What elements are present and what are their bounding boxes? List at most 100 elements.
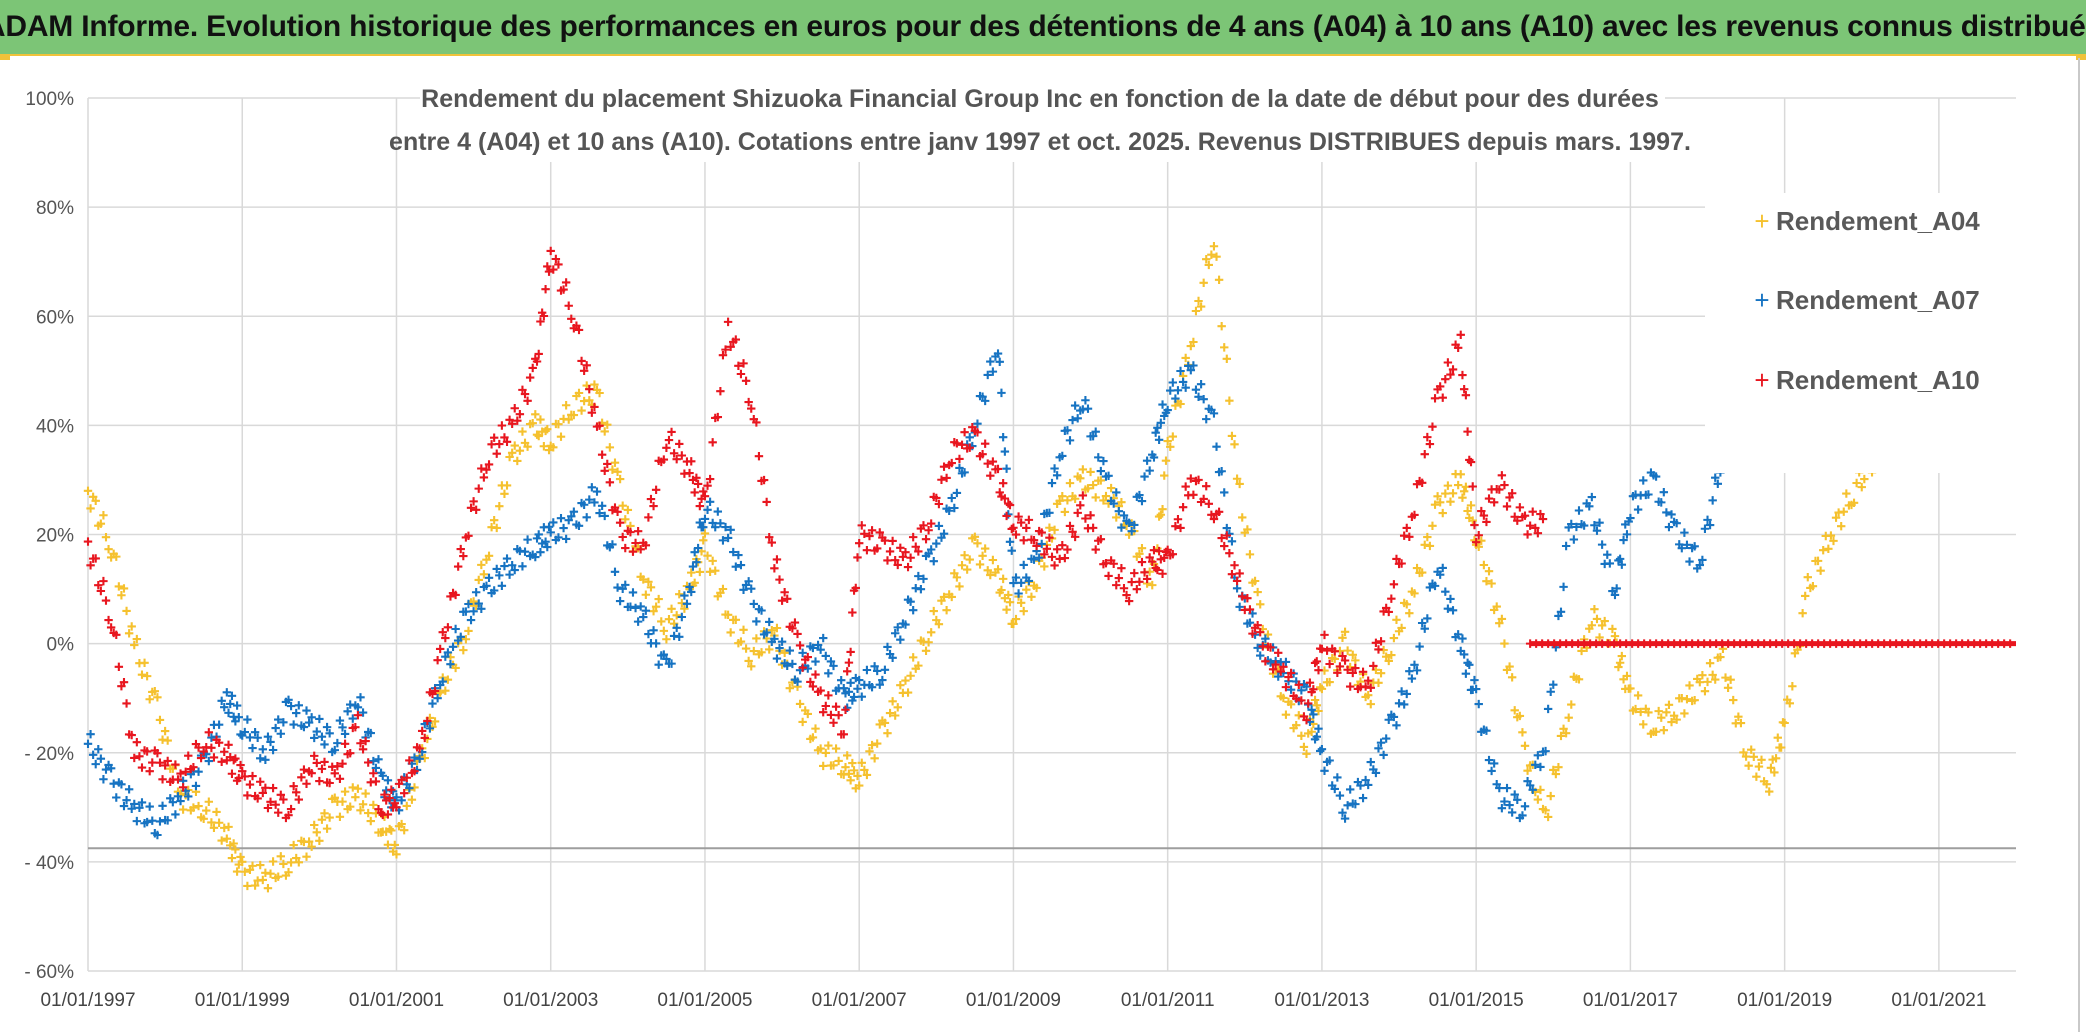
data-point bbox=[1392, 554, 1401, 564]
data-point bbox=[567, 314, 576, 323]
data-point bbox=[1063, 545, 1072, 554]
data-point bbox=[292, 788, 301, 797]
data-point bbox=[451, 624, 460, 634]
data-point bbox=[451, 663, 460, 673]
data-point bbox=[988, 555, 998, 565]
data-point bbox=[1716, 652, 1725, 662]
data-point bbox=[378, 771, 387, 780]
data-point bbox=[1690, 542, 1699, 551]
data-point bbox=[231, 754, 240, 763]
data-point bbox=[837, 675, 846, 685]
data-point bbox=[310, 751, 319, 761]
data-point bbox=[846, 776, 855, 785]
data-point bbox=[747, 404, 756, 413]
data-point bbox=[1389, 580, 1399, 589]
data-point bbox=[507, 448, 517, 457]
data-point bbox=[1610, 631, 1620, 641]
data-point bbox=[862, 545, 872, 555]
data-point bbox=[307, 768, 316, 778]
data-point bbox=[1199, 278, 1208, 288]
data-point bbox=[1849, 498, 1859, 508]
data-point bbox=[302, 852, 311, 861]
data-point bbox=[229, 839, 238, 848]
data-point bbox=[387, 826, 396, 835]
data-point bbox=[385, 824, 394, 834]
data-point bbox=[132, 634, 142, 644]
data-point bbox=[1168, 378, 1178, 387]
data-point bbox=[1685, 681, 1694, 690]
data-point bbox=[739, 359, 748, 368]
data-point bbox=[1314, 706, 1323, 716]
data-point bbox=[1651, 472, 1661, 481]
data-point bbox=[173, 792, 183, 801]
data-point bbox=[307, 842, 316, 851]
data-point bbox=[705, 567, 715, 577]
data-point bbox=[209, 823, 219, 833]
data-point bbox=[921, 535, 931, 544]
data-point bbox=[1515, 711, 1525, 721]
data-point bbox=[500, 433, 509, 442]
data-point bbox=[1430, 581, 1440, 591]
data-point bbox=[1112, 513, 1121, 522]
data-point bbox=[988, 457, 998, 466]
y-tick-label: 100% bbox=[25, 89, 74, 110]
data-point bbox=[975, 560, 985, 569]
data-point bbox=[191, 781, 201, 791]
data-point bbox=[1316, 683, 1325, 692]
data-point bbox=[492, 564, 501, 574]
data-point bbox=[1448, 606, 1458, 615]
data-point bbox=[1703, 515, 1712, 525]
data-point bbox=[142, 747, 152, 756]
data-point bbox=[888, 697, 897, 706]
data-point bbox=[1292, 720, 1301, 730]
data-point bbox=[1412, 666, 1422, 675]
data-point bbox=[1430, 500, 1440, 509]
data-point bbox=[310, 733, 319, 743]
data-point bbox=[101, 596, 111, 605]
data-point bbox=[788, 624, 797, 633]
data-point bbox=[176, 796, 185, 806]
data-point bbox=[1104, 471, 1113, 481]
data-point bbox=[1117, 563, 1126, 573]
data-point bbox=[1417, 568, 1427, 577]
data-point bbox=[390, 840, 399, 850]
data-point bbox=[993, 565, 1003, 574]
data-point bbox=[104, 545, 113, 554]
data-point bbox=[1137, 543, 1147, 553]
data-point bbox=[932, 493, 941, 503]
data-point bbox=[1420, 449, 1429, 459]
data-point bbox=[209, 753, 219, 762]
data-point bbox=[1572, 522, 1581, 532]
data-point bbox=[1363, 691, 1373, 700]
data-point bbox=[539, 311, 549, 321]
data-point bbox=[585, 384, 594, 394]
data-point bbox=[1443, 604, 1453, 613]
data-point bbox=[687, 457, 696, 466]
data-point bbox=[1186, 365, 1196, 375]
data-point bbox=[572, 321, 581, 330]
data-point bbox=[1801, 591, 1810, 601]
data-point bbox=[1417, 478, 1427, 487]
chart-title-line-2: entre 4 (A04) et 10 ans (A10). Cotations… bbox=[389, 128, 1691, 156]
data-point bbox=[592, 487, 602, 496]
data-point bbox=[1456, 470, 1465, 479]
data-point bbox=[1160, 471, 1169, 480]
data-point bbox=[346, 748, 355, 758]
data-point bbox=[934, 521, 944, 531]
data-point bbox=[559, 523, 568, 533]
data-point bbox=[1711, 675, 1720, 684]
data-point bbox=[579, 366, 589, 376]
data-point bbox=[880, 718, 890, 728]
data-point bbox=[1153, 565, 1162, 575]
data-point bbox=[231, 845, 240, 854]
data-point bbox=[983, 370, 992, 380]
data-point bbox=[1505, 800, 1514, 810]
data-point bbox=[1569, 535, 1579, 544]
data-point bbox=[1137, 557, 1147, 567]
data-point bbox=[692, 557, 701, 567]
data-point bbox=[788, 659, 797, 669]
data-point bbox=[1099, 456, 1108, 466]
data-point bbox=[1016, 578, 1026, 587]
data-point bbox=[112, 793, 121, 802]
data-point bbox=[1151, 428, 1160, 437]
